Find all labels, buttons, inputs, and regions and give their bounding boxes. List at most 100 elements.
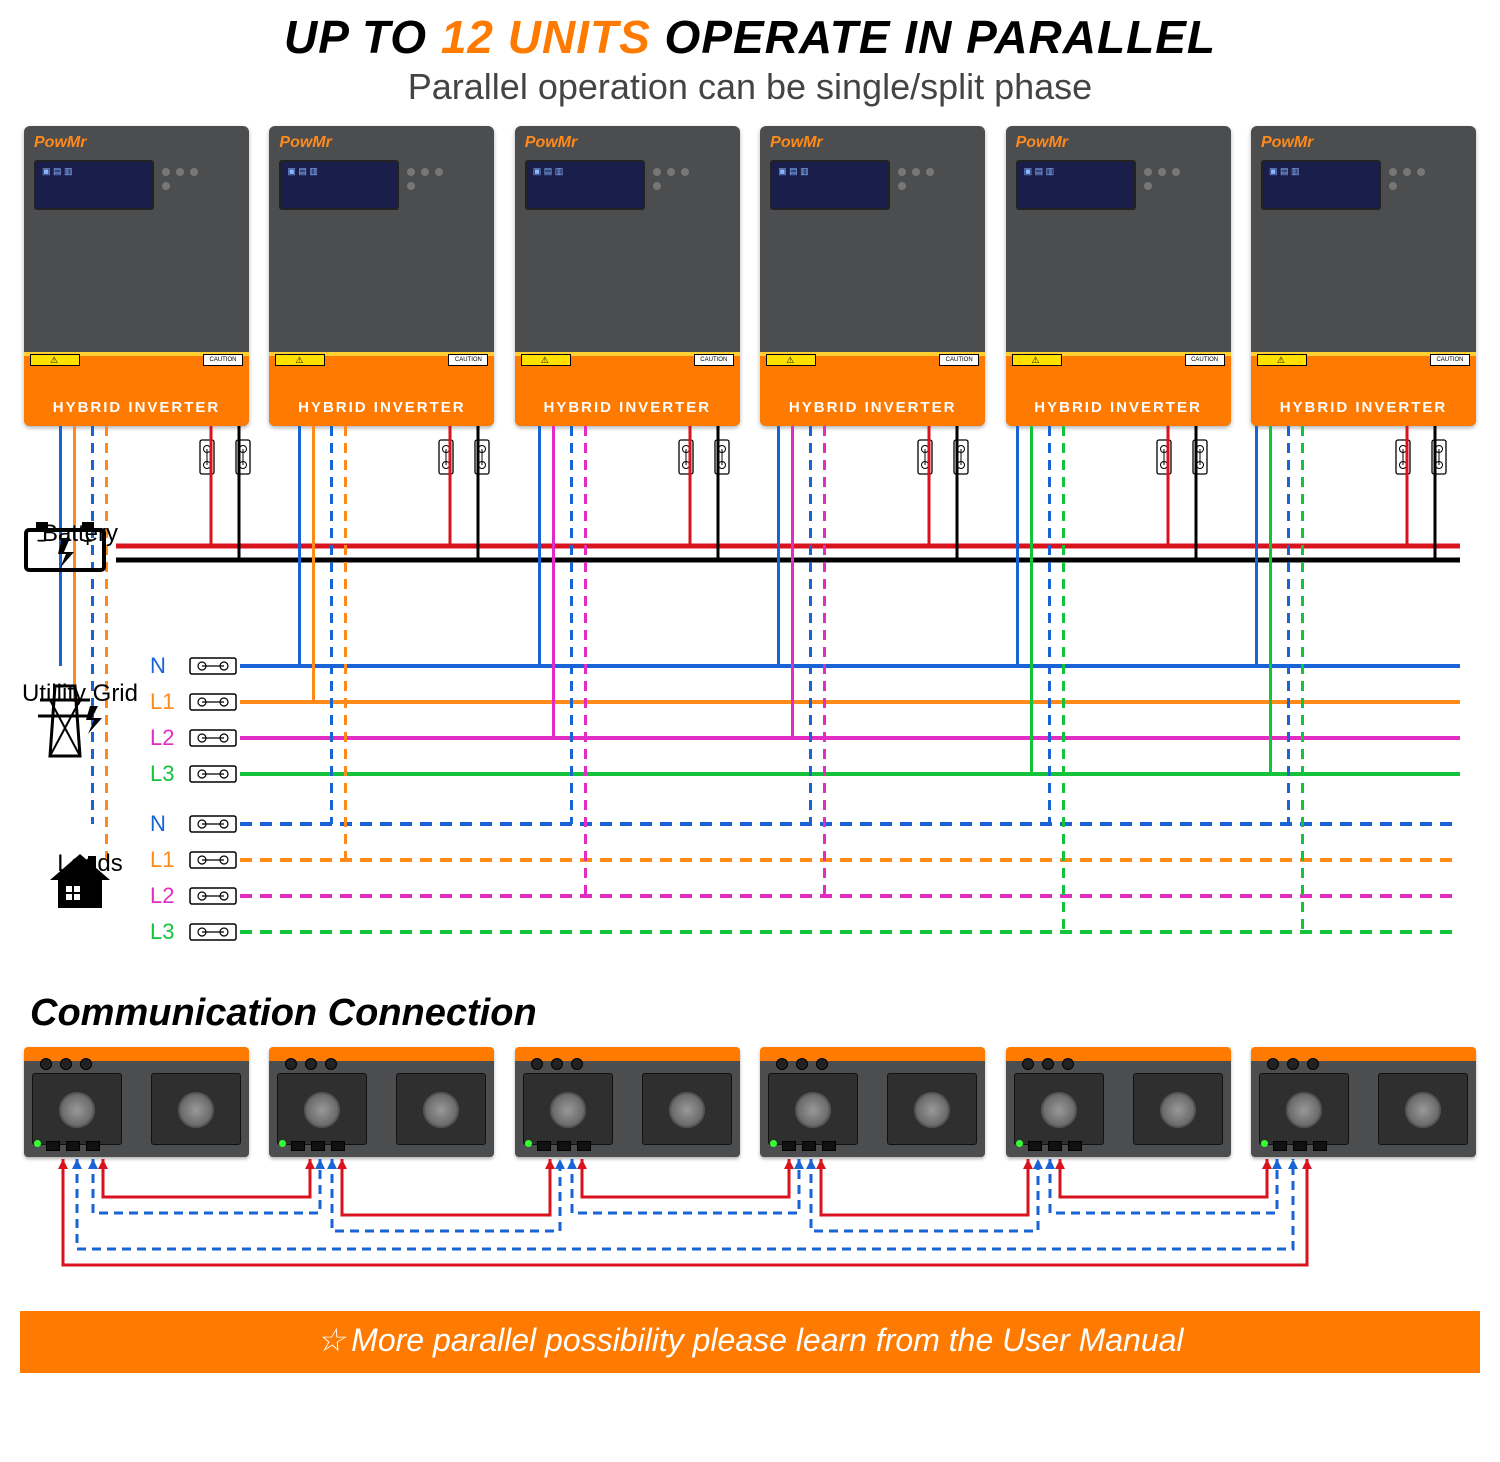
vent-right [151, 1073, 241, 1145]
main-title: UP TO 12 UNITS OPERATE IN PARALLEL [20, 10, 1480, 64]
vent-left [32, 1073, 122, 1145]
inverter-unit: PowMr ▣ ▤ ▥ CAUTION HYBRID INVERTER [1006, 126, 1231, 426]
fan-icon [178, 1092, 214, 1128]
terminal-dots [285, 1058, 337, 1070]
inverter-screen: ▣ ▤ ▥ [1016, 160, 1136, 210]
fan-icon [59, 1092, 95, 1128]
wiring-diagram: NL1L2L3NL1L2L3 − + Battery Utillity Grid [20, 426, 1480, 986]
fan-icon [304, 1092, 340, 1128]
comm-unit [1251, 1047, 1476, 1157]
caution-label: CAUTION [694, 354, 734, 366]
subtitle: Parallel operation can be single/split p… [20, 66, 1480, 108]
status-led [525, 1140, 532, 1147]
status-led [1261, 1140, 1268, 1147]
inverter-screen: ▣ ▤ ▥ [1261, 160, 1381, 210]
svg-text:N: N [150, 811, 166, 836]
svg-text:−: − [37, 533, 46, 550]
comm-unit [1006, 1047, 1231, 1157]
comm-row [20, 1047, 1480, 1157]
title-accent: 12 UNITS [441, 11, 651, 63]
house-icon [40, 846, 120, 916]
title-prefix: UP TO [284, 11, 441, 63]
footer-bar: ☆More parallel possibility please learn … [20, 1311, 1480, 1373]
footer-text: More parallel possibility please learn f… [351, 1322, 1183, 1358]
svg-text:L2: L2 [150, 883, 174, 908]
rj45-ports [1273, 1141, 1327, 1151]
battery-block: − + Battery [20, 516, 140, 548]
inverter-row: PowMr ▣ ▤ ▥ CAUTION HYBRID INVERTER PowMr ▣ ▤… [20, 126, 1480, 426]
rj45-ports [1028, 1141, 1082, 1151]
inverter-brand: PowMr [770, 134, 975, 152]
rj45-ports [782, 1141, 836, 1151]
inverter-screen: ▣ ▤ ▥ [34, 160, 154, 210]
inverter-type-label: HYBRID INVERTER [269, 399, 494, 416]
inverter-unit: PowMr▣ ▤ ▥CAUTIONHYBRID INVERTER [515, 126, 740, 426]
caution-label: CAUTION [939, 354, 979, 366]
grid-icon [20, 676, 110, 766]
svg-text:L1: L1 [150, 847, 174, 872]
inverter-type-label: HYBRID INVERTER [515, 399, 740, 416]
terminal-dots [1267, 1058, 1319, 1070]
terminal-dots [776, 1058, 828, 1070]
warning-icon [1257, 354, 1307, 366]
inverter-screen: ▣ ▤ ▥ [770, 160, 890, 210]
comm-wiring [20, 1157, 1480, 1307]
fan-icon [550, 1092, 586, 1128]
battery-icon: − + [20, 516, 110, 576]
status-led [279, 1140, 286, 1147]
status-led [34, 1140, 41, 1147]
status-led [770, 1140, 777, 1147]
warning-icon [1012, 354, 1062, 366]
inverter-unit: PowMr ▣ ▤ ▥ CAUTION HYBRID INVERTER [760, 126, 985, 426]
caution-label: CAUTION [1430, 354, 1470, 366]
comm-unit [24, 1047, 249, 1157]
inverter-unit: PowMr ▣ ▤ ▥ CAUTION HYBRID INVERTER [269, 126, 494, 426]
loads-block: Loads [40, 846, 140, 878]
fan-icon [795, 1092, 831, 1128]
inverter-brand: PowMr [525, 134, 730, 152]
warning-icon [766, 354, 816, 366]
status-led [1016, 1140, 1023, 1147]
fan-icon [423, 1092, 459, 1128]
svg-text:N: N [150, 653, 166, 678]
rj45-ports [46, 1141, 100, 1151]
inverter-screen: ▣ ▤ ▥ [279, 160, 399, 210]
rj45-ports [537, 1141, 591, 1151]
fan-icon [1405, 1092, 1441, 1128]
caution-label: CAUTION [203, 354, 243, 366]
svg-text:L1: L1 [150, 689, 174, 714]
fan-icon [914, 1092, 950, 1128]
inverter-type-label: HYBRID INVERTER [1251, 399, 1476, 416]
svg-text:L2: L2 [150, 725, 174, 750]
inverter-type-label: HYBRID INVERTER [1006, 399, 1231, 416]
inverter-type-label: HYBRID INVERTER [760, 399, 985, 416]
fan-icon [1160, 1092, 1196, 1128]
warning-icon [275, 354, 325, 366]
inverter-brand: PowMr [279, 134, 484, 152]
rj45-ports [291, 1141, 345, 1151]
terminal-dots [531, 1058, 583, 1070]
inverter-brand: PowMr [1261, 134, 1466, 152]
terminal-dots [1022, 1058, 1074, 1070]
fan-icon [669, 1092, 705, 1128]
fan-icon [1041, 1092, 1077, 1128]
caution-label: CAUTION [1185, 354, 1225, 366]
vent-left [768, 1073, 858, 1145]
vent-right [396, 1073, 486, 1145]
svg-text:L3: L3 [150, 919, 174, 944]
star-icon: ☆ [316, 1322, 345, 1358]
inverter-unit: PowMr ▣ ▤ ▥ CAUTION HYBRID INVERTER [1251, 126, 1476, 426]
comm-unit [269, 1047, 494, 1157]
grid-block: Utillity Grid [20, 676, 140, 708]
inverter-type-label: HYBRID INVERTER [24, 399, 249, 416]
vent-left [277, 1073, 367, 1145]
vent-right [642, 1073, 732, 1145]
terminal-dots [40, 1058, 92, 1070]
comm-unit [760, 1047, 985, 1157]
vent-left [1014, 1073, 1104, 1145]
inverter-brand: PowMr [1016, 134, 1221, 152]
title-suffix: OPERATE IN PARALLEL [651, 11, 1216, 63]
caution-label: CAUTION [448, 354, 488, 366]
comm-unit [515, 1047, 740, 1157]
vent-left [1259, 1073, 1349, 1145]
